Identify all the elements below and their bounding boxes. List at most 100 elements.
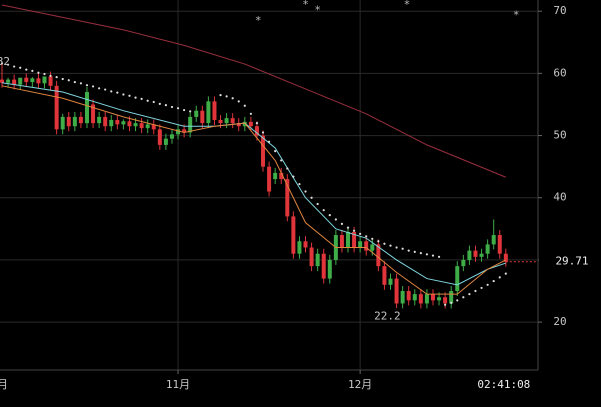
candle-body xyxy=(364,241,369,251)
sar-dot xyxy=(73,80,76,84)
sar-dot xyxy=(25,68,28,71)
sar-dot xyxy=(328,214,331,217)
candle-body xyxy=(267,166,272,192)
low-label: 22.2 xyxy=(374,309,401,322)
candle-body xyxy=(6,79,11,83)
sar-dot xyxy=(85,84,89,87)
candle-body xyxy=(236,123,241,127)
sar-dot xyxy=(189,110,192,113)
sar-dot xyxy=(164,103,167,107)
sar-dot xyxy=(231,97,234,100)
candle-body xyxy=(224,118,229,124)
sar-dot xyxy=(419,251,422,255)
candle-body xyxy=(473,250,478,257)
sar-dot xyxy=(444,303,447,306)
candle-body xyxy=(97,116,102,124)
candle-body xyxy=(182,129,187,133)
sar-dot xyxy=(286,167,289,170)
sar-dot xyxy=(395,246,398,249)
sar-dot xyxy=(425,253,429,256)
star-marker: * xyxy=(255,14,262,27)
candle-body xyxy=(370,244,375,251)
candle-body xyxy=(352,231,357,248)
star-marker: * xyxy=(404,0,411,11)
x-tick-label: 10月 xyxy=(0,378,8,391)
candle-body xyxy=(400,291,405,304)
candle-body xyxy=(133,123,138,127)
candle-body xyxy=(424,294,429,304)
candle-body xyxy=(443,297,448,304)
sar-dot xyxy=(298,182,301,186)
candle-body xyxy=(78,116,83,124)
sar-dot xyxy=(0,62,4,65)
candle-body xyxy=(60,116,65,130)
sar-dot xyxy=(61,77,64,81)
candle-body xyxy=(194,110,199,117)
ma-line xyxy=(1,85,507,295)
sar-dot xyxy=(365,235,368,238)
candle-body xyxy=(327,259,332,279)
candle-body xyxy=(254,126,259,136)
sar-dot xyxy=(407,249,410,252)
sar-dot xyxy=(504,272,507,275)
candle-body xyxy=(248,121,253,127)
candle-body xyxy=(115,120,120,125)
candle-body xyxy=(388,278,393,285)
candle-body xyxy=(406,291,411,301)
candle-body xyxy=(127,121,132,127)
sar-dot xyxy=(43,72,46,76)
candle-body xyxy=(200,110,205,124)
sar-dot xyxy=(371,237,374,240)
sar-dot xyxy=(267,140,271,143)
sar-dot xyxy=(249,112,252,115)
candle-body xyxy=(206,101,211,124)
sar-dot xyxy=(13,65,16,68)
candle-body xyxy=(218,120,223,124)
sar-dot xyxy=(219,94,222,97)
ma-line xyxy=(1,82,506,286)
sar-dot xyxy=(450,301,453,304)
sar-dot xyxy=(122,93,125,96)
candle-body xyxy=(309,247,314,267)
candle-body xyxy=(66,116,71,127)
sar-dot xyxy=(152,100,155,104)
candle-body xyxy=(437,297,442,301)
star-marker: * xyxy=(314,3,321,16)
sar-dot xyxy=(310,196,313,199)
countdown-label: 02:41:08 xyxy=(477,378,530,391)
candle-body xyxy=(358,241,363,248)
sar-dot xyxy=(359,232,362,235)
ma-line xyxy=(1,4,507,178)
sar-dot xyxy=(237,100,240,103)
sar-dot xyxy=(255,122,259,125)
candle-body xyxy=(418,294,423,304)
y-tick-label: 20 xyxy=(553,315,566,328)
candle-body xyxy=(376,244,381,267)
candle-body xyxy=(163,138,168,145)
sar-dot xyxy=(498,276,501,279)
sar-dot xyxy=(316,202,319,206)
candle-body xyxy=(394,278,399,304)
sar-dot xyxy=(176,107,180,110)
sar-dot xyxy=(243,104,246,107)
sar-dot xyxy=(334,218,337,221)
candle-body xyxy=(291,216,296,254)
sar-dot xyxy=(401,247,404,250)
star-marker: * xyxy=(513,8,520,21)
candle-body xyxy=(176,129,181,135)
candle-body xyxy=(48,76,53,86)
candle-body xyxy=(103,116,108,127)
candle-body xyxy=(54,85,59,130)
last-price-label: 29.71 xyxy=(555,255,588,268)
sar-dot xyxy=(79,82,83,85)
sar-dot xyxy=(37,71,40,74)
candle-body xyxy=(36,78,41,84)
candle-body xyxy=(497,235,502,254)
candle-body xyxy=(339,235,344,248)
sar-dot xyxy=(19,66,22,69)
candle-body xyxy=(72,116,77,127)
candle-body xyxy=(491,235,496,245)
candle-body xyxy=(273,172,278,180)
last-price-box xyxy=(539,253,601,270)
sar-dot xyxy=(110,90,113,93)
